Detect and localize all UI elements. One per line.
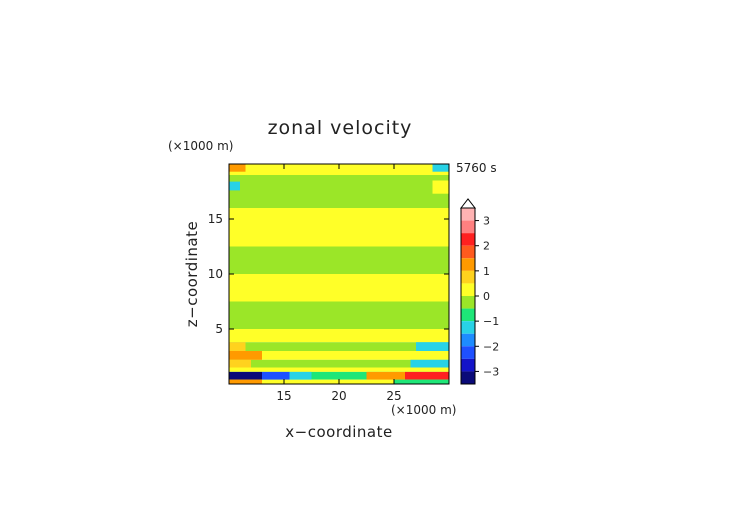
colorbar-tick-label: 3 [483,215,490,228]
field-band [229,164,449,175]
colorbar-segment [461,283,475,296]
field-patch [262,371,290,380]
field-patch [229,342,246,351]
colorbar-segment [461,296,475,309]
colorbar-segment [461,245,475,259]
field-patch [432,164,449,172]
chart-title: zonal velocity [268,117,413,139]
y-tick-label: 10 [208,267,223,281]
field-patch [229,351,262,360]
colorbar-tick-label: −3 [483,365,499,378]
colorbar-tick-label: 1 [483,265,490,278]
field-band [229,208,449,247]
field-patch [229,371,262,380]
y-tick-label: 5 [215,322,223,336]
field-band [229,367,449,372]
colorbar-segment [461,333,475,347]
x-tick-label: 25 [386,389,401,403]
field-patch [432,180,449,194]
x-tick-label: 15 [276,389,291,403]
y-axis: 5 10 15 [208,212,449,336]
y-unit-label: (×1000 m) [168,139,233,153]
field-band [229,359,449,368]
field-patch [289,371,312,380]
field-patch [229,379,262,384]
field-patch [229,181,240,191]
colorbar-tick-label: 2 [483,240,490,253]
colorbar-tick-label: 0 [483,290,490,303]
colorbar-segment [461,321,475,334]
colorbar-segment [461,358,475,372]
field-band [229,274,449,302]
y-axis-label: z−coordinate [183,221,201,327]
field-patch [394,379,449,384]
field-band [229,301,449,329]
plot-area [229,164,449,384]
colorbar-segment [461,258,475,271]
colorbar-segment [461,308,475,322]
time-label: 5760 s [456,161,497,175]
field-patch [229,164,246,172]
field-band [229,329,449,343]
colorbar-tick-label: −1 [483,315,499,328]
x-axis: 15 20 25 [276,164,402,403]
x-unit-label: (×1000 m) [391,403,456,417]
field-band [229,371,449,380]
field-band [229,342,449,351]
colorbar-tick-label: −2 [483,340,499,353]
colorbar-segment [461,371,475,384]
colorbar-segment [461,220,475,234]
colorbar-segment [461,346,475,359]
field-band [229,351,449,360]
x-tick-label: 20 [331,389,346,403]
colorbar-segment [461,233,475,246]
field-patch [416,342,449,351]
field-patch [410,359,449,368]
field-band [229,180,449,208]
colorbar-segment [461,208,475,221]
y-tick-label: 15 [208,212,223,226]
colorbar [459,198,477,385]
field-patch [229,359,251,368]
x-axis-label: x−coordinate [285,423,392,441]
colorbar-segment [461,270,475,284]
colorbar-ticks: 3 2 1 0 −1 −2 −3 [475,215,499,378]
field-band [229,175,449,181]
colorbar-extend-arrow [459,198,477,209]
field-patch [366,371,405,380]
field-patch [405,371,449,380]
field-band [229,246,449,274]
